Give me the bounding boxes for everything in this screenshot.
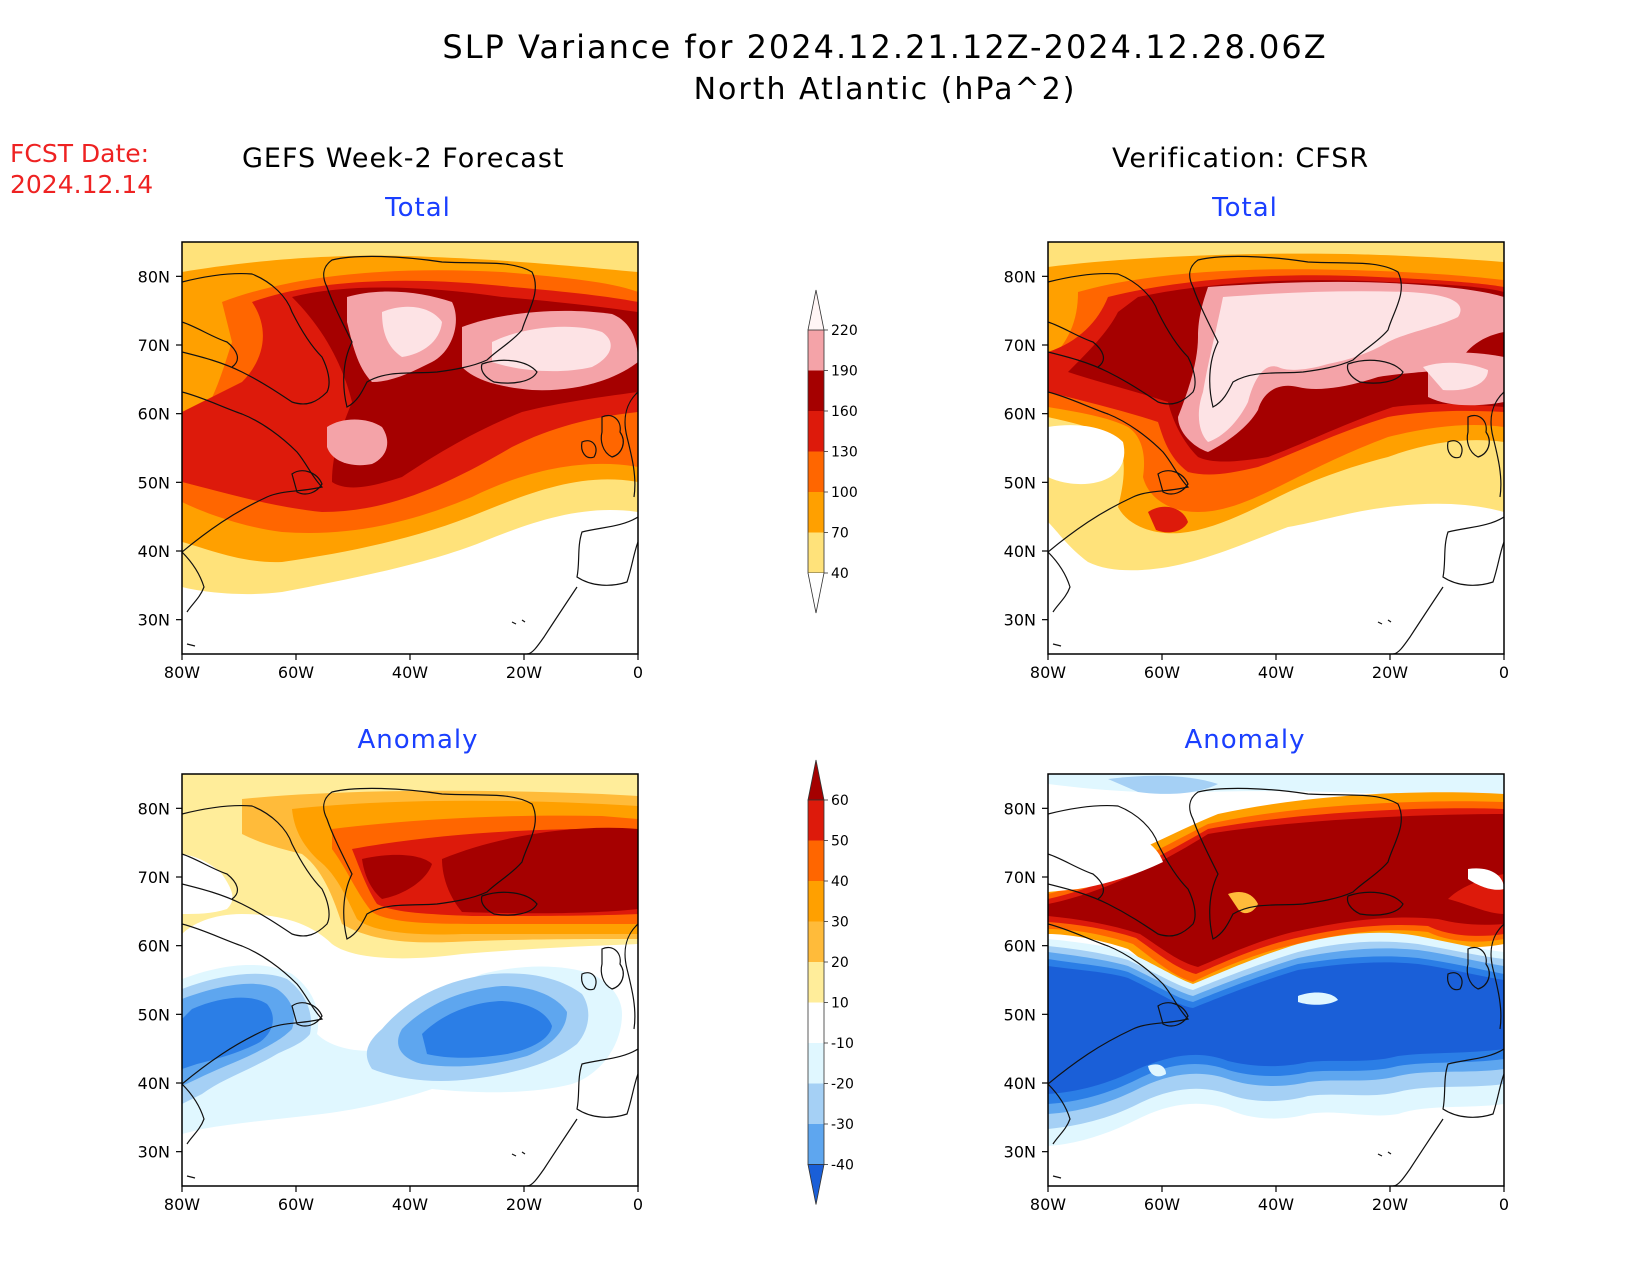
lon-tick-label: 20W [506,1195,542,1214]
colorbar-segment [808,1043,824,1084]
lat-tick-label: 40N [138,542,170,561]
colorbar-segment [808,451,824,492]
map-forecast-total [181,241,639,655]
fcst-date-block: FCST Date: 2024.12.14 [10,138,153,200]
lon-tick-label: 80W [164,1195,200,1214]
lon-tick-label: 0 [633,1195,643,1214]
panel-title-verification-anomaly: Anomaly [1184,725,1306,755]
lat-tick-label: 70N [138,336,170,355]
main-title: SLP Variance for 2024.12.21.12Z-2024.12.… [442,28,1328,66]
lat-tick-label: 60N [1004,937,1036,956]
lat-tick-label: 50N [1004,1005,1036,1024]
colorbar-top-arrow [807,759,825,801]
colorbar-segment [808,532,824,573]
lon-tick-label: 20W [1372,663,1408,682]
map-verification-total [1047,241,1505,655]
colorbar-label: 40 [831,874,849,890]
colorbar-segment [808,411,824,452]
colorbar-bottom-arrow [807,1164,825,1205]
lon-tick-label: 60W [1144,1195,1180,1214]
lat-tick-label: 70N [1004,868,1036,887]
colorbar-label: 130 [831,445,858,461]
lon-tick-label: 0 [1499,663,1509,682]
lat-tick-label: 30N [138,1143,170,1162]
lat-tick-label: 40N [138,1074,170,1093]
lat-tick-label: 70N [1004,336,1036,355]
colorbar-segment [808,921,824,962]
lat-tick-label: 60N [1004,405,1036,424]
lon-tick-label: 0 [633,663,643,682]
lon-tick-label: 40W [392,1195,428,1214]
colorbar-label: 190 [831,364,858,380]
colorbar-label: 40 [831,566,849,582]
lat-tick-label: 80N [1004,799,1036,818]
lat-tick-label: 80N [138,799,170,818]
colorbar-label: 20 [831,955,849,971]
colorbar-label: 100 [831,485,858,501]
colorbar-segment [808,840,824,881]
colorbar-label: 160 [831,404,858,420]
colorbar-label: 70 [831,526,849,542]
lon-tick-label: 0 [1499,1195,1509,1214]
lat-tick-label: 70N [138,868,170,887]
map-verification-anomaly [1047,773,1505,1187]
colorbar-segment [808,492,824,533]
main-subtitle: North Atlantic (hPa^2) [693,72,1077,107]
lat-tick-label: 60N [138,405,170,424]
colorbar-segment [808,1083,824,1124]
map-forecast-anomaly [181,773,639,1187]
lat-tick-label: 30N [1004,611,1036,630]
colorbar-label: -20 [831,1077,854,1093]
lon-tick-label: 20W [1372,1195,1408,1214]
colorbar-label: 50 [831,834,849,850]
axes-layer: 80N 70N 60N 50N 40N 30N 80W 60W 40W 20W 0 80N 70N 60N… [138,267,1509,1214]
lat-tick-label: 40N [1004,1074,1036,1093]
colorbar-label: -10 [831,1036,854,1052]
lon-tick-label: 40W [1258,663,1294,682]
colorbar-bottom-arrow [807,572,825,614]
colorbar-label: 220 [831,323,858,339]
colorbar-anomaly: 60 50 40 30 20 10 -10 -20 -30 -40 [807,759,854,1205]
lat-tick-label: 50N [138,473,170,492]
lon-tick-label: 60W [278,663,314,682]
colorbar-segment [808,370,824,411]
colorbar-label: 30 [831,915,849,931]
lat-tick-label: 60N [138,937,170,956]
lon-tick-label: 80W [1030,663,1066,682]
panel-title-forecast-anomaly: Anomaly [357,725,479,755]
colorbar-label: 60 [831,793,849,809]
lon-tick-label: 80W [164,663,200,682]
colorbar-label: -40 [831,1158,854,1174]
lat-tick-label: 80N [1004,267,1036,286]
lon-tick-label: 80W [1030,1195,1066,1214]
lat-tick-label: 80N [138,267,170,286]
lat-tick-label: 30N [1004,1143,1036,1162]
right-column-title: Verification: CFSR [1112,143,1370,174]
colorbar-segment [808,962,824,1003]
panel-title-verification-total: Total [1212,193,1278,223]
lon-tick-label: 60W [1144,663,1180,682]
colorbar-segment [808,881,824,922]
lon-tick-label: 40W [392,663,428,682]
colorbar-segment [808,1002,824,1043]
lat-tick-label: 30N [138,611,170,630]
colorbar-label: 10 [831,996,849,1012]
lon-tick-label: 40W [1258,1195,1294,1214]
lon-tick-label: 60W [278,1195,314,1214]
panel-title-forecast-total: Total [385,193,451,223]
colorbar-segment [808,330,824,371]
colorbar-top-arrow [807,289,825,331]
left-column-title: GEFS Week-2 Forecast [242,143,565,174]
colorbar-segment [808,1124,824,1165]
lat-tick-label: 40N [1004,542,1036,561]
colorbar-total: 220 190 160 130 100 70 40 [807,289,858,614]
fcst-date-value: 2024.12.14 [10,170,154,199]
lat-tick-label: 50N [138,1005,170,1024]
lat-tick-label: 50N [1004,473,1036,492]
lon-tick-label: 20W [506,663,542,682]
colorbar-label: -30 [831,1117,854,1133]
colorbar-segment [808,800,824,841]
fcst-date-label: FCST Date: [10,139,150,168]
